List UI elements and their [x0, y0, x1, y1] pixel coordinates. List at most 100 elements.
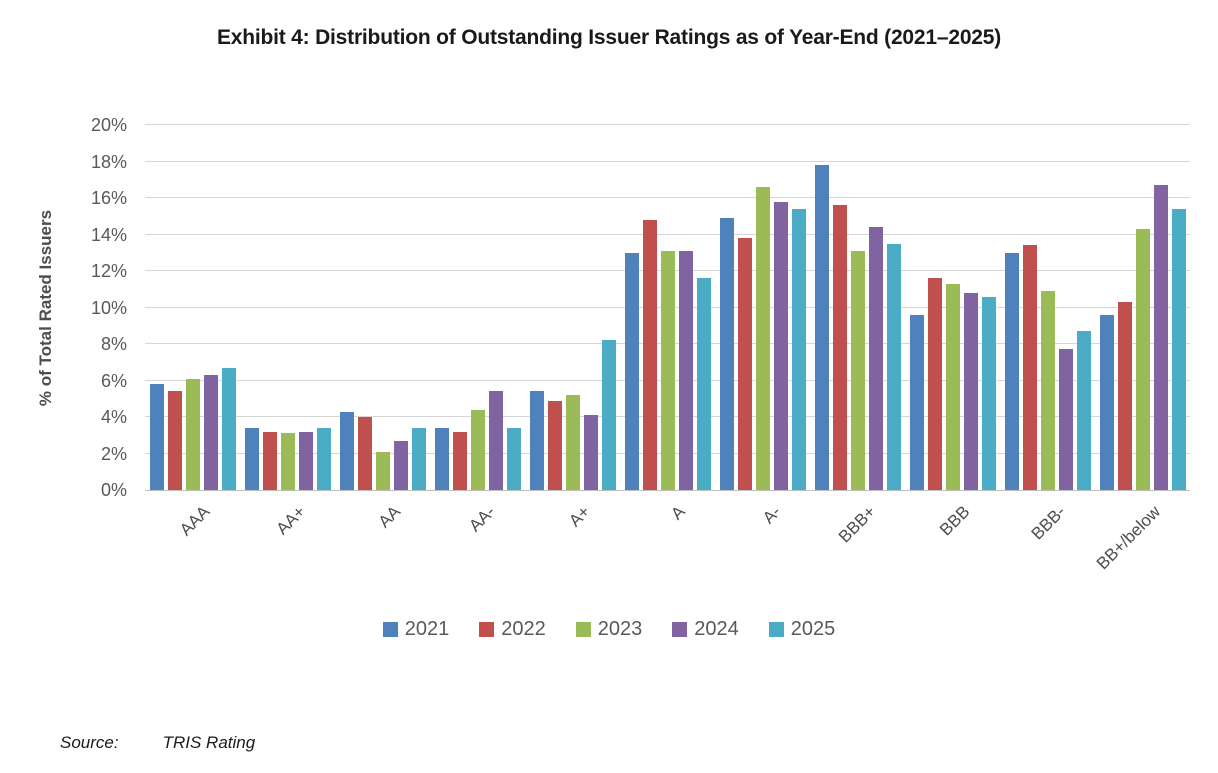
y-tick-label: 6% — [100, 370, 127, 391]
bar-BBB-2023 — [945, 283, 960, 490]
bar-group-BBB- — [1000, 125, 1095, 490]
bar-BBB+-2021 — [814, 165, 829, 490]
legend-label: 2022 — [501, 618, 546, 640]
gridline — [145, 124, 1190, 125]
x-label-A: A — [667, 502, 689, 524]
bar-AA-2025 — [411, 427, 426, 490]
bar-group-BB+/below — [1095, 125, 1190, 490]
bar-BB+/below-2024 — [1153, 185, 1168, 490]
bar-group-AAA — [145, 125, 240, 490]
bar-BB+/below-2023 — [1135, 229, 1150, 490]
y-tick-label: 20% — [90, 115, 127, 135]
bar-AA+-2023 — [280, 433, 295, 490]
bar-AA--2024 — [488, 391, 503, 490]
bar-AAA-2025 — [221, 367, 236, 490]
bar-A-2021 — [624, 252, 639, 490]
bar-BBB+-2025 — [886, 243, 901, 490]
x-label-A+: A+ — [565, 502, 594, 531]
bar-BBB-2025 — [981, 296, 996, 490]
legend-label: 2023 — [597, 618, 643, 640]
legend-swatch-icon — [382, 622, 398, 637]
source-label: Source: — [60, 733, 119, 752]
legend-item-2023: 2023 — [575, 618, 643, 641]
gridline — [145, 233, 1190, 235]
bar-group-BBB+ — [810, 125, 905, 490]
bar-A--2025 — [791, 208, 806, 490]
bar-AA+-2022 — [262, 431, 277, 490]
source-row: Source: TRIS Rating — [60, 733, 255, 753]
x-label-AAA: AAA — [176, 502, 214, 540]
legend-item-2024: 2024 — [672, 618, 739, 641]
bar-group-A — [620, 125, 715, 490]
bar-groups-row — [145, 125, 1190, 490]
x-label-BBB-: BBB- — [1027, 502, 1069, 544]
bar-AA--2023 — [470, 409, 485, 490]
bar-group-AA — [335, 125, 430, 490]
bar-A-2024 — [678, 250, 693, 490]
y-tick-label: 0% — [100, 480, 127, 500]
legend-label: 2021 — [404, 618, 450, 640]
source-value: TRIS Rating — [162, 733, 256, 752]
chart-title: Exhibit 4: Distribution of Outstanding I… — [216, 26, 1002, 49]
bar-BBB--2025 — [1076, 331, 1091, 490]
x-label-BBB+: BBB+ — [834, 502, 879, 547]
legend-swatch-icon — [479, 622, 495, 637]
bar-group-AA- — [430, 125, 525, 490]
bar-A+-2024 — [583, 415, 598, 490]
legend-swatch-icon — [672, 622, 688, 637]
bar-A-2022 — [642, 219, 657, 490]
legend-swatch-icon — [575, 622, 591, 637]
bar-AA-2021 — [339, 411, 354, 490]
y-tick-label: 16% — [90, 188, 127, 208]
bar-group-A- — [715, 125, 810, 490]
bar-BBB--2021 — [1004, 252, 1019, 490]
legend-item-2025: 2025 — [768, 618, 835, 641]
y-tick-label: 8% — [100, 334, 127, 354]
x-label-BBB: BBB — [936, 502, 974, 540]
bar-AA+-2025 — [316, 427, 331, 490]
x-axis-labels: AAA AA+ AA AA- A+ A A- BBB+ BBB BBB- BB+/below — [145, 496, 1190, 596]
bar-A+-2025 — [601, 340, 616, 490]
bar-BB+/below-2021 — [1099, 314, 1114, 490]
bar-AA--2025 — [506, 427, 521, 490]
bar-AA--2021 — [434, 427, 449, 490]
bar-BBB--2022 — [1022, 245, 1037, 490]
bar-AA-2022 — [357, 417, 372, 490]
x-label-AA-: AA- — [465, 502, 499, 536]
bar-A-2025 — [696, 278, 711, 490]
bar-A+-2022 — [547, 400, 562, 490]
bar-group-A+ — [525, 125, 620, 490]
bar-A+-2021 — [529, 391, 544, 490]
y-tick-label: 4% — [100, 407, 127, 427]
bar-A--2024 — [773, 201, 788, 490]
gridline — [145, 197, 1190, 198]
y-tick-label: 2% — [100, 443, 127, 464]
gridline — [145, 160, 1190, 162]
bar-BBB--2023 — [1040, 291, 1055, 490]
x-label-BB+/below: BB+/below — [1092, 502, 1164, 574]
y-tick-label: 12% — [90, 261, 127, 281]
x-label-AA: AA — [374, 502, 404, 532]
bar-A--2023 — [755, 187, 770, 490]
bar-AA+-2021 — [244, 427, 259, 490]
bar-BB+/below-2022 — [1117, 302, 1132, 490]
bar-BBB+-2024 — [868, 227, 883, 490]
legend-item-2021: 2021 — [382, 618, 450, 641]
bar-BBB-2022 — [927, 278, 942, 490]
bar-BB+/below-2025 — [1171, 208, 1186, 490]
bar-AAA-2023 — [185, 378, 200, 490]
legend-swatch-icon — [768, 622, 784, 637]
bar-A--2022 — [737, 238, 752, 490]
bar-group-BBB — [905, 125, 1000, 490]
bar-group-AA+ — [240, 125, 335, 490]
bar-AA-2024 — [393, 440, 408, 490]
bar-BBB+-2022 — [832, 205, 847, 490]
bar-A--2021 — [719, 218, 734, 490]
x-label-A-: A- — [758, 502, 784, 528]
y-tick-label: 18% — [90, 151, 127, 172]
legend: 2021 2022 2023 2024 2025 — [0, 618, 1218, 641]
bar-AAA-2021 — [149, 384, 164, 490]
bar-A-2023 — [660, 250, 675, 490]
bar-A+-2023 — [565, 395, 580, 490]
